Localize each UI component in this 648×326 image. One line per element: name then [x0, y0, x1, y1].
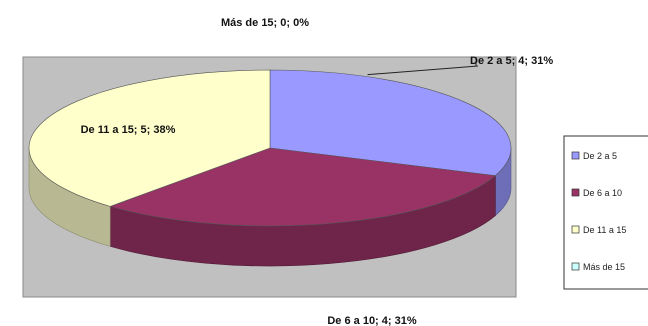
legend-label-de-11-a-15: De 11 a 15 [583, 225, 626, 235]
data-label-de-11-a-15: De 11 a 15; 5; 38% [81, 124, 176, 136]
legend: De 2 a 5 De 6 a 10 De 11 a 15 Más de 15 [563, 135, 648, 290]
legend-swatch-mas-de-15 [571, 262, 580, 271]
legend-label-de-6-a-10: De 6 a 10 [583, 188, 622, 198]
legend-label-de-2-a-5: De 2 a 5 [583, 151, 617, 161]
data-label-de-2-a-5: De 2 a 5; 4; 31% [470, 55, 553, 67]
data-label-mas-de-15: Más de 15; 0; 0% [221, 17, 309, 29]
data-label-de-6-a-10: De 6 a 10; 4; 31% [327, 315, 416, 326]
legend-swatch-de-2-a-5 [571, 151, 580, 160]
legend-label-mas-de-15: Más de 15 [583, 262, 625, 272]
legend-swatch-de-11-a-15 [571, 225, 580, 234]
leader-line-de-2-a-5 [367, 65, 479, 76]
pie-slice-de-11-a-15 [28, 69, 271, 207]
pie-slice-de-6-a-10 [109, 147, 497, 227]
pie-slice-de-2-a-5 [269, 69, 512, 176]
legend-swatch-de-6-a-10 [571, 188, 580, 197]
